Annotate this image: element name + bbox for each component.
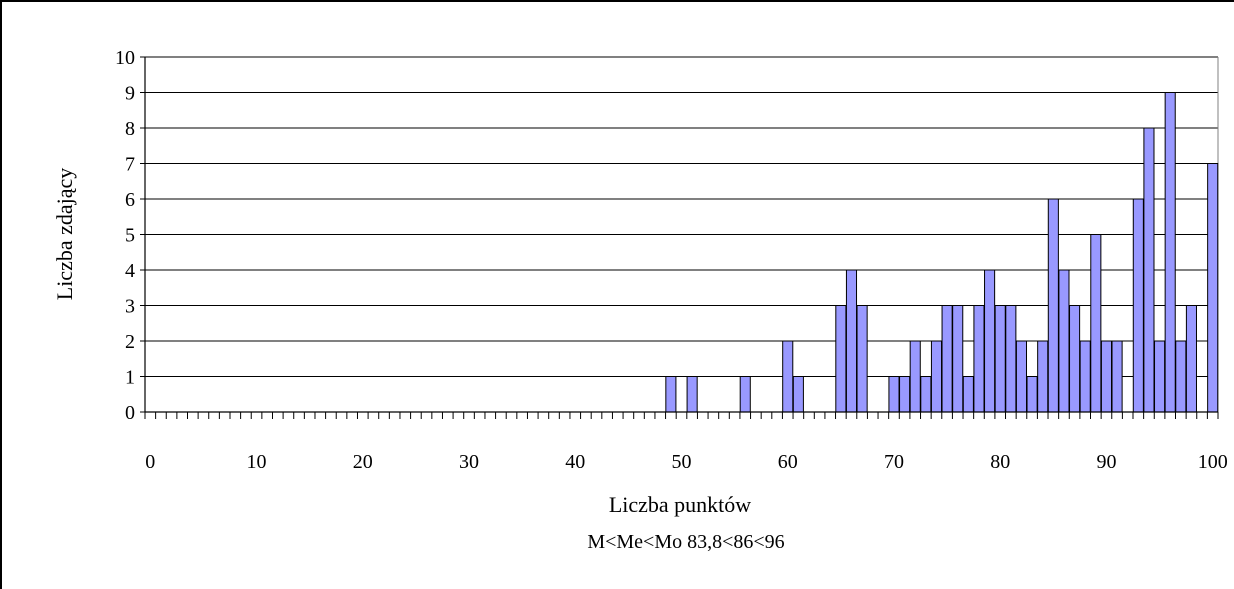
bar-71 xyxy=(899,376,911,413)
bar-96 xyxy=(1164,92,1176,413)
x-axis-title: Liczba punktów xyxy=(609,492,751,517)
bar-84 xyxy=(1037,340,1049,413)
bar-95 xyxy=(1154,340,1166,413)
bar-82 xyxy=(1015,340,1028,413)
bars xyxy=(665,92,1219,413)
y-tick-label-4: 4 xyxy=(125,260,135,282)
y-axis-title: Liczba zdający xyxy=(52,168,77,301)
bar-77 xyxy=(962,376,974,413)
bar-65 xyxy=(835,305,847,413)
bar-70 xyxy=(888,376,900,413)
bar-83 xyxy=(1026,376,1038,413)
bar-76 xyxy=(952,305,964,413)
y-tick-label-3: 3 xyxy=(125,296,135,318)
y-tick-label-6: 6 xyxy=(125,189,135,211)
bar-74 xyxy=(930,340,943,413)
x-tick-label-70: 70 xyxy=(884,451,904,473)
x-tick-labels: 0 10 20 30 40 50 60 70 80 90 100 xyxy=(145,451,1227,473)
bar-49 xyxy=(665,376,677,413)
bar-88 xyxy=(1079,340,1091,413)
x-tick-label-0: 0 xyxy=(145,451,155,473)
bar-89 xyxy=(1090,234,1102,413)
y-tick-label-9: 9 xyxy=(125,83,135,105)
bar-61 xyxy=(792,376,804,413)
y-tick-labels: 0 1 2 3 4 5 6 7 8 9 10 xyxy=(115,47,135,424)
x-tick-label-40: 40 xyxy=(565,451,585,473)
y-tick-label-8: 8 xyxy=(125,118,135,140)
x-tick-label-30: 30 xyxy=(459,451,479,473)
bar-80 xyxy=(994,305,1006,413)
x-tick-label-100: 100 xyxy=(1198,451,1228,473)
bar-91 xyxy=(1111,340,1123,413)
x-tick-label-80: 80 xyxy=(990,451,1010,473)
bar-79 xyxy=(984,269,996,413)
bar-67 xyxy=(856,305,868,413)
bar-97 xyxy=(1175,340,1187,413)
bar-93 xyxy=(1132,198,1144,413)
bar-90 xyxy=(1100,340,1112,413)
axes xyxy=(140,56,1219,419)
y-tick-label-7: 7 xyxy=(125,154,135,176)
bar-75 xyxy=(941,305,953,413)
y-tick-label-5: 5 xyxy=(125,225,135,247)
bar-51 xyxy=(686,376,698,413)
bar-98 xyxy=(1185,305,1197,413)
bar-66 xyxy=(845,269,858,413)
bar-87 xyxy=(1069,305,1081,413)
x-tick-label-10: 10 xyxy=(247,451,267,473)
x-tick-label-50: 50 xyxy=(672,451,692,473)
y-tick-label-10: 10 xyxy=(115,47,135,69)
y-tick-label-0: 0 xyxy=(125,402,135,424)
x-tick-label-60: 60 xyxy=(778,451,798,473)
bar-60 xyxy=(782,340,794,413)
y-tick-label-2: 2 xyxy=(125,331,135,353)
bar-86 xyxy=(1058,269,1070,413)
stats-note: M<Me<Mo 83,8<86<96 xyxy=(587,531,784,553)
bar-85 xyxy=(1047,198,1059,413)
x-tick-label-90: 90 xyxy=(1096,451,1116,473)
bar-81 xyxy=(1005,305,1017,413)
bar-100 xyxy=(1207,163,1219,413)
bar-78 xyxy=(973,305,985,413)
bar-73 xyxy=(920,376,932,413)
bar-72 xyxy=(909,340,921,413)
bar-56 xyxy=(739,376,751,413)
bar-94 xyxy=(1143,127,1155,413)
x-tick-label-20: 20 xyxy=(353,451,373,473)
y-tick-label-1: 1 xyxy=(125,367,135,389)
